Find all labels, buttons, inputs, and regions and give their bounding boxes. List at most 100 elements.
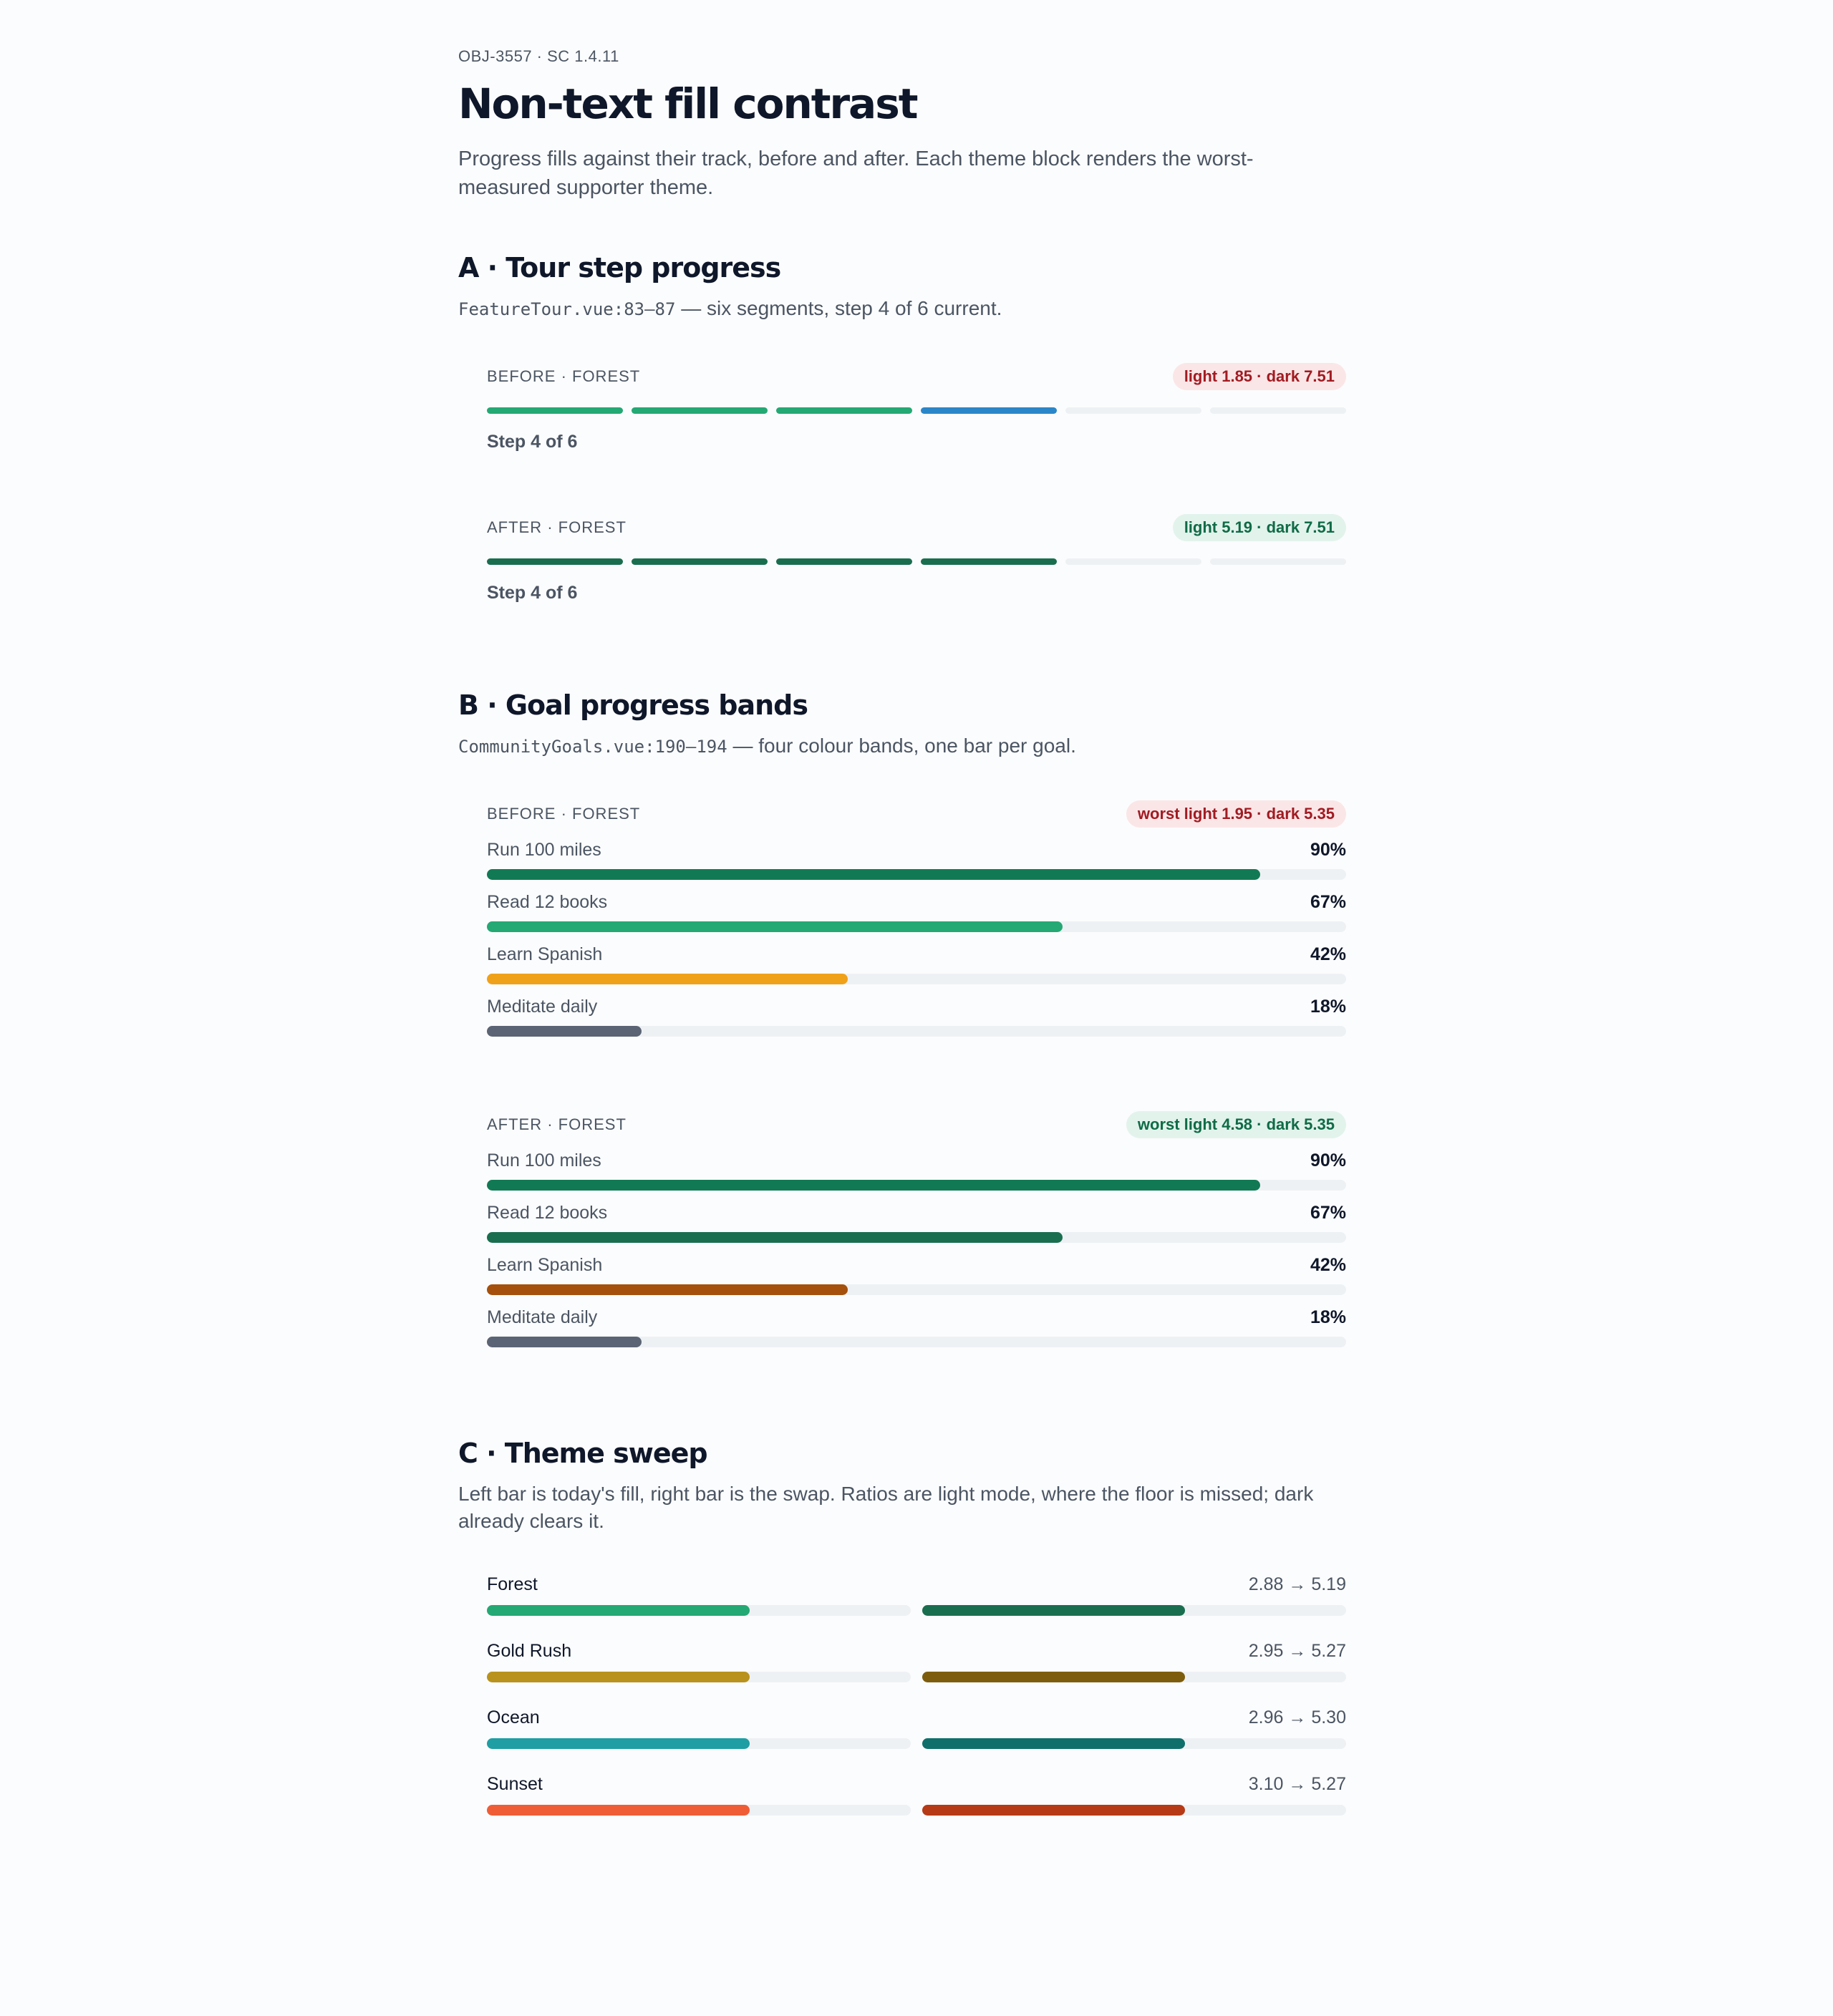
goal-fill	[487, 1232, 1063, 1243]
goal-fill	[487, 869, 1260, 880]
theme-ratio: 3.10 → 5.27	[1248, 1773, 1346, 1794]
goal-fill	[487, 974, 848, 984]
tour-segment	[632, 558, 768, 565]
tour-before-segments	[487, 407, 1346, 414]
section-tour-step-progress: A · Tour step progress FeatureTour.vue:8…	[458, 251, 1389, 604]
page-title: Non-text fill contrast	[458, 79, 918, 128]
goal-name: Meditate daily	[487, 996, 598, 1017]
tour-segment	[776, 407, 912, 414]
goal-track	[487, 1180, 1346, 1191]
tour-segment	[1065, 558, 1201, 565]
goals-before-label: BEFORE · FOREST	[487, 805, 641, 823]
goal-fill	[487, 1337, 642, 1347]
tour-segment-current	[921, 407, 1057, 414]
section-b-description: CommunityGoals.vue:190–194 — four colour…	[458, 732, 1389, 760]
goal-track	[487, 1026, 1346, 1037]
section-b-title: B · Goal progress bands	[458, 689, 808, 721]
goal-item: Run 100 miles 90%	[487, 1148, 1346, 1191]
theme-before-track	[487, 1605, 911, 1616]
goal-percent: 18%	[1310, 1307, 1346, 1327]
theme-after-fill	[922, 1738, 1186, 1749]
goal-item: Learn Spanish 42%	[487, 942, 1346, 984]
theme-after-track	[922, 1738, 1346, 1749]
goal-fill	[487, 921, 1063, 932]
tour-after-card: AFTER · FOREST light 5.19 · dark 7.51 St…	[487, 514, 1346, 604]
tour-after-label: AFTER · FOREST	[487, 518, 627, 536]
theme-after-fill	[922, 1672, 1186, 1682]
tour-before-card: BEFORE · FOREST light 1.85 · dark 7.51 S…	[487, 363, 1346, 452]
goal-percent: 90%	[1310, 1150, 1346, 1171]
goal-percent: 90%	[1310, 839, 1346, 860]
goal-name: Run 100 miles	[487, 1150, 601, 1171]
tour-segment	[632, 407, 768, 414]
theme-row-ocean: Ocean 2.96 → 5.30	[487, 1705, 1346, 1749]
goal-percent: 67%	[1310, 1202, 1346, 1223]
page: OBJ-3557 · SC 1.4.11 Non-text fill contr…	[458, 47, 1389, 1816]
tour-segment	[487, 407, 623, 414]
goal-item: Read 12 books 67%	[487, 1201, 1346, 1243]
theme-sweep-list: Forest 2.88 → 5.19 Gold Rush 2.95 → 5.27	[487, 1572, 1346, 1816]
section-c-description: Left bar is today's fill, right bar is t…	[458, 1483, 1314, 1532]
tour-segment	[1065, 407, 1201, 414]
goal-track	[487, 1232, 1346, 1243]
theme-name: Sunset	[487, 1773, 543, 1794]
tour-before-label: BEFORE · FOREST	[487, 367, 641, 385]
theme-ratio: 2.88 → 5.19	[1248, 1574, 1346, 1594]
section-b-source: CommunityGoals.vue:190–194	[458, 737, 727, 757]
goal-track	[487, 921, 1346, 932]
goal-item: Read 12 books 67%	[487, 890, 1346, 932]
goal-track	[487, 869, 1346, 880]
goal-track	[487, 1337, 1346, 1347]
theme-before-track	[487, 1738, 911, 1749]
goal-fill	[487, 1026, 642, 1037]
tour-segment	[776, 558, 912, 565]
goals-after-ratio-badge: worst light 4.58 · dark 5.35	[1126, 1111, 1346, 1138]
goals-after-label: AFTER · FOREST	[487, 1115, 627, 1133]
theme-before-fill	[487, 1672, 750, 1682]
goal-percent: 42%	[1310, 944, 1346, 964]
theme-before-fill	[487, 1805, 750, 1816]
section-c-title: C · Theme sweep	[458, 1438, 708, 1469]
goal-name: Meditate daily	[487, 1307, 598, 1327]
tour-after-step: Step 4 of 6	[487, 583, 578, 603]
theme-name: Gold Rush	[487, 1640, 572, 1661]
theme-row-forest: Forest 2.88 → 5.19	[487, 1572, 1346, 1616]
goal-item: Learn Spanish 42%	[487, 1253, 1346, 1295]
theme-row-sunset: Sunset 3.10 → 5.27	[487, 1772, 1346, 1816]
theme-before-track	[487, 1672, 911, 1682]
theme-after-track	[922, 1605, 1346, 1616]
goal-item: Meditate daily 18%	[487, 1305, 1346, 1347]
section-a-source: FeatureTour.vue:83–87	[458, 299, 676, 319]
goal-name: Read 12 books	[487, 1202, 608, 1223]
theme-after-fill	[922, 1605, 1186, 1616]
theme-after-fill	[922, 1805, 1186, 1816]
page-description: Progress fills against their track, befo…	[458, 147, 1254, 199]
theme-ratio: 2.95 → 5.27	[1248, 1640, 1346, 1661]
tour-segment-current	[921, 558, 1057, 565]
goal-percent: 42%	[1310, 1254, 1346, 1275]
theme-ratio: 2.96 → 5.30	[1248, 1707, 1346, 1727]
tour-segment	[487, 558, 623, 565]
tour-segment	[1210, 558, 1346, 565]
theme-row-gold-rush: Gold Rush 2.95 → 5.27	[487, 1639, 1346, 1682]
goal-fill	[487, 1180, 1260, 1191]
tour-after-segments	[487, 558, 1346, 565]
goal-item: Run 100 miles 90%	[487, 838, 1346, 880]
section-goal-progress-bands: B · Goal progress bands CommunityGoals.v…	[458, 688, 1389, 1347]
theme-after-track	[922, 1805, 1346, 1816]
goal-percent: 67%	[1310, 891, 1346, 912]
goal-track	[487, 974, 1346, 984]
theme-before-fill	[487, 1738, 750, 1749]
goal-name: Learn Spanish	[487, 944, 603, 964]
theme-after-track	[922, 1672, 1346, 1682]
section-theme-sweep: C · Theme sweep Left bar is today's fill…	[458, 1436, 1389, 1816]
tour-before-ratio-badge: light 1.85 · dark 7.51	[1172, 363, 1346, 390]
theme-name: Ocean	[487, 1707, 540, 1727]
section-a-desc-text: — six segments, step 4 of 6 current.	[675, 297, 1002, 319]
tour-after-ratio-badge: light 5.19 · dark 7.51	[1172, 514, 1346, 541]
section-b-desc-text: — four colour bands, one bar per goal.	[727, 735, 1076, 757]
goal-item: Meditate daily 18%	[487, 994, 1346, 1037]
goals-before-ratio-badge: worst light 1.95 · dark 5.35	[1126, 800, 1346, 828]
section-a-description: FeatureTour.vue:83–87 — six segments, st…	[458, 295, 1389, 323]
goal-percent: 18%	[1310, 996, 1346, 1017]
